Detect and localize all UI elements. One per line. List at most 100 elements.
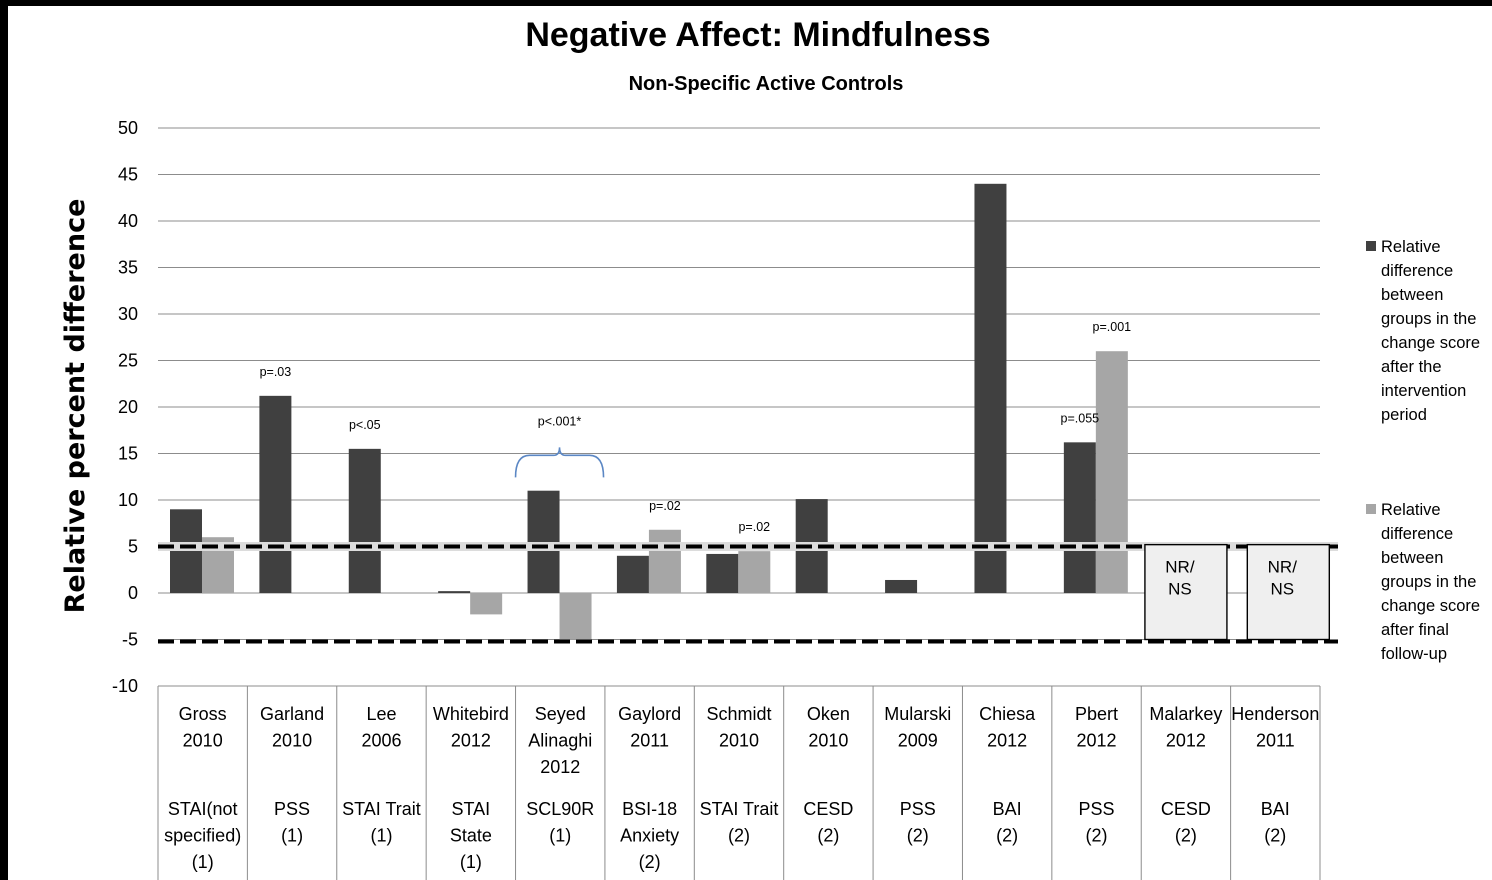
- measure-label: STAI Trait: [342, 799, 421, 819]
- study-label: Seyed: [535, 704, 586, 724]
- study-label: 2006: [361, 731, 401, 751]
- category-table: Gross 2010 STAI(not specified) (1) Garland 201…: [157, 686, 1321, 880]
- bar: [974, 183, 1007, 594]
- y-tick-label: 40: [118, 211, 138, 231]
- measure-label: (2): [1175, 826, 1197, 846]
- study-label: Gaylord: [618, 704, 681, 724]
- study-label: 2010: [808, 731, 848, 751]
- y-axis-label: Relative percent difference: [60, 199, 91, 614]
- legend-label: groups in the: [1381, 310, 1476, 328]
- study-label: 2009: [898, 731, 938, 751]
- bar: [648, 529, 681, 593]
- study-label: Lee: [366, 704, 396, 724]
- y-tick-label: -10: [112, 676, 138, 696]
- study-label: Gross: [179, 704, 227, 724]
- legend-label: follow-up: [1381, 645, 1447, 663]
- study-label: Whitebird: [433, 704, 509, 724]
- y-tick-label: 10: [118, 490, 138, 510]
- bar: [616, 555, 649, 593]
- nr-ns-box: [1246, 543, 1331, 641]
- legend-label: difference: [1381, 262, 1453, 280]
- nr-ns-label: NS: [1168, 580, 1192, 599]
- y-tick-label: -5: [122, 630, 138, 650]
- study-label: Pbert: [1075, 704, 1118, 724]
- reference-lines: [158, 542, 1338, 644]
- p-value-label: p=.03: [260, 365, 292, 379]
- bar: [885, 579, 918, 593]
- chart-title: Negative Affect: Mindfulness: [525, 16, 990, 54]
- p-value-label: p<.05: [349, 418, 381, 432]
- study-label: Schmidt: [706, 704, 771, 724]
- p-value-label: p<.001*: [538, 414, 582, 428]
- legend: Relative difference between groups in the ch…: [1366, 238, 1480, 663]
- study-label: Oken: [807, 704, 850, 724]
- legend-label: difference: [1381, 525, 1453, 543]
- study-label: Mularski: [884, 704, 951, 724]
- measure-label: (2): [639, 852, 661, 872]
- y-tick-label: 45: [118, 165, 138, 185]
- bar: [706, 553, 739, 593]
- study-label: 2012: [451, 731, 491, 751]
- legend-label: period: [1381, 406, 1427, 424]
- study-label: 2010: [272, 731, 312, 751]
- legend-swatch: [1366, 241, 1376, 251]
- measure-label: BAI: [1261, 799, 1290, 819]
- measure-label: (2): [1086, 826, 1108, 846]
- bar: [1063, 442, 1096, 593]
- study-label: 2011: [630, 731, 669, 751]
- measure-label: Anxiety: [620, 826, 679, 846]
- y-tick-label: 5: [128, 537, 138, 557]
- measure-label: BAI: [993, 799, 1022, 819]
- bar: [527, 490, 560, 593]
- measure-label: (1): [549, 826, 571, 846]
- p-value-label: p=.001: [1093, 320, 1132, 334]
- study-label: 2012: [540, 757, 580, 777]
- bar: [1095, 351, 1128, 593]
- nr-ns-label: NR/: [1268, 558, 1298, 577]
- y-tick-label: 50: [118, 118, 138, 138]
- measure-label: STAI: [452, 799, 491, 819]
- chart-frame: Negative Affect: Mindfulness Non-Specifi…: [8, 6, 1492, 880]
- y-tick-label: 20: [118, 397, 138, 417]
- nr-ns-box: [1144, 543, 1228, 641]
- measure-label: (2): [817, 826, 839, 846]
- legend-label: between: [1381, 549, 1443, 567]
- p-value-label: p=.02: [738, 520, 770, 534]
- study-label: Chiesa: [979, 704, 1036, 724]
- p-value-label: p=.055: [1061, 411, 1100, 425]
- measure-label: (2): [907, 826, 929, 846]
- annotations-layer: p=.03 p<.05 p<.001* p=.02 p=.02 p=.055 p=.001 N…: [260, 320, 1331, 641]
- legend-label: change score: [1381, 597, 1480, 615]
- legend-label: after final: [1381, 621, 1449, 639]
- nr-ns-label: NS: [1270, 580, 1294, 599]
- study-label: 2012: [1077, 731, 1117, 751]
- bar: [170, 509, 202, 593]
- measure-label: (1): [281, 826, 303, 846]
- legend-label: change score: [1381, 334, 1480, 352]
- y-tick-label: 30: [118, 304, 138, 324]
- measure-label: CESD: [803, 799, 853, 819]
- study-label: 2010: [719, 731, 759, 751]
- study-label: 2012: [1166, 731, 1206, 751]
- legend-label: between: [1381, 286, 1443, 304]
- y-tick-label: 35: [118, 258, 138, 278]
- bar: [470, 593, 503, 615]
- y-tick-label: 0: [128, 583, 138, 603]
- measure-label: (2): [996, 826, 1018, 846]
- annotation-brace: [514, 447, 605, 478]
- measure-label: SCL90R: [526, 799, 594, 819]
- measure-label: (2): [1264, 826, 1286, 846]
- measure-label: CESD: [1161, 799, 1211, 819]
- chart-subtitle: Non-Specific Active Controls: [629, 73, 904, 95]
- bar: [348, 448, 381, 593]
- measure-label: PSS: [274, 799, 310, 819]
- study-label: 2011: [1256, 731, 1295, 751]
- legend-label: groups in the: [1381, 573, 1476, 591]
- legend-label: Relative: [1381, 238, 1441, 256]
- y-tick-label: 15: [118, 444, 138, 464]
- study-label: 2012: [987, 731, 1027, 751]
- bar: [559, 593, 592, 640]
- measure-label: (2): [728, 826, 750, 846]
- legend-swatch: [1366, 504, 1376, 514]
